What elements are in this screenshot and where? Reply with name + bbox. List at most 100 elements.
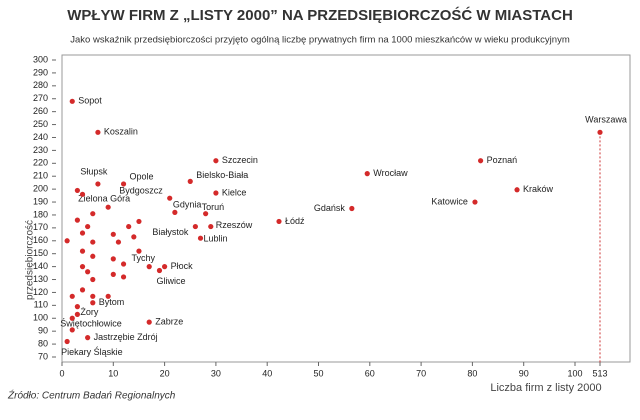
point-label: Sopot [78,96,102,106]
point-label: Słupsk [80,166,108,176]
point [146,264,152,270]
point [74,187,80,194]
point [90,276,96,283]
y-tick-label: 110 [34,300,48,310]
point [478,158,484,164]
point [131,234,137,240]
point [156,267,163,274]
point-label: Płock [171,261,194,271]
point [203,211,209,217]
point [110,271,116,277]
y-tick-label: 240 [33,132,48,142]
point [74,311,80,317]
point-label: Wrocław [373,168,408,178]
point [105,204,111,210]
y-axis-label: przedsiębiorczość [25,220,36,300]
y-tick-label: 150 [33,248,48,258]
point [95,129,101,135]
x-tick-label: 70 [416,368,426,378]
point-label: Gdynia [173,200,202,210]
point [364,171,370,177]
point [85,335,91,341]
x-tick-label: 30 [211,368,221,378]
point [120,181,127,187]
y-tick-label: 140 [33,261,48,271]
point [90,300,96,306]
x-tick-label: 50 [313,368,323,378]
point [136,218,142,225]
point [79,248,86,254]
y-tick-label: 80 [38,338,48,348]
y-tick-label: 190 [33,196,48,206]
point [90,239,96,245]
point [208,223,214,230]
point [192,223,198,230]
y-tick-label: 280 [33,80,48,90]
point [85,269,91,275]
point-label: Opole [130,171,154,181]
point [120,274,127,280]
x-tick-label: 0 [59,368,64,378]
point [64,338,70,345]
point [597,129,603,135]
y-tick-label: 180 [33,209,48,219]
point [74,217,80,223]
point-label: Gdańsk [314,203,346,213]
point [90,253,96,259]
chart-title: WPŁYW FIRM Z „LISTY 2000” NA PRZEDSIĘBIO… [67,6,573,24]
y-tick-label: 260 [33,106,48,116]
point [472,199,478,205]
point-label: Gliwice [156,276,185,286]
point [172,209,178,215]
x-tick-label: 100 [567,368,582,378]
point [69,98,75,104]
point-label: Toruń [202,202,225,212]
point-label: Żory [80,307,99,317]
x-tick-label: 60 [365,368,375,378]
y-tick-label: 250 [33,119,48,129]
x-tick-label: 80 [467,368,477,378]
point-label: Lublin [204,234,228,244]
point [120,261,127,267]
point [167,195,173,201]
x-axis-label: Liczba firm z listy 2000 [490,382,601,394]
point [162,264,168,270]
point-label: Białystok [152,227,189,237]
x-tick-label: 90 [519,368,529,378]
point [90,211,96,217]
y-tick-label: 230 [33,145,48,155]
point [79,230,86,236]
point-label: Zabrze [155,317,183,327]
y-tick-label: 300 [33,54,48,64]
y-tick-label: 290 [33,67,48,77]
point [110,256,116,262]
point-label: Łódź [285,216,305,226]
point [69,293,75,299]
point [187,178,193,184]
point-label: Jastrzębie Zdrój [94,332,158,342]
point-label: Koszalin [104,127,138,137]
point [213,190,219,196]
x-tick-label: 20 [160,368,170,378]
chart-subtitle: Jako wskaźnik przedsiębiorczości przyjęt… [70,35,570,46]
point-label: Kielce [222,187,247,197]
point-label: Rzeszów [216,220,253,230]
point [95,181,101,187]
point [276,218,282,225]
point-label: Katowice [431,196,468,206]
point [64,238,70,244]
point [85,223,91,230]
point [136,248,142,254]
y-tick-label: 90 [38,326,48,336]
point-label: Bytom [99,297,125,307]
y-tick-label: 70 [38,351,48,361]
point [115,239,122,245]
point [90,293,96,299]
plot-frame [61,54,631,363]
x-tick-label: 513 [592,368,607,378]
point [197,235,204,241]
point [69,315,75,321]
point-label: Warszawa [585,115,627,125]
y-tick-label: 170 [33,222,48,232]
